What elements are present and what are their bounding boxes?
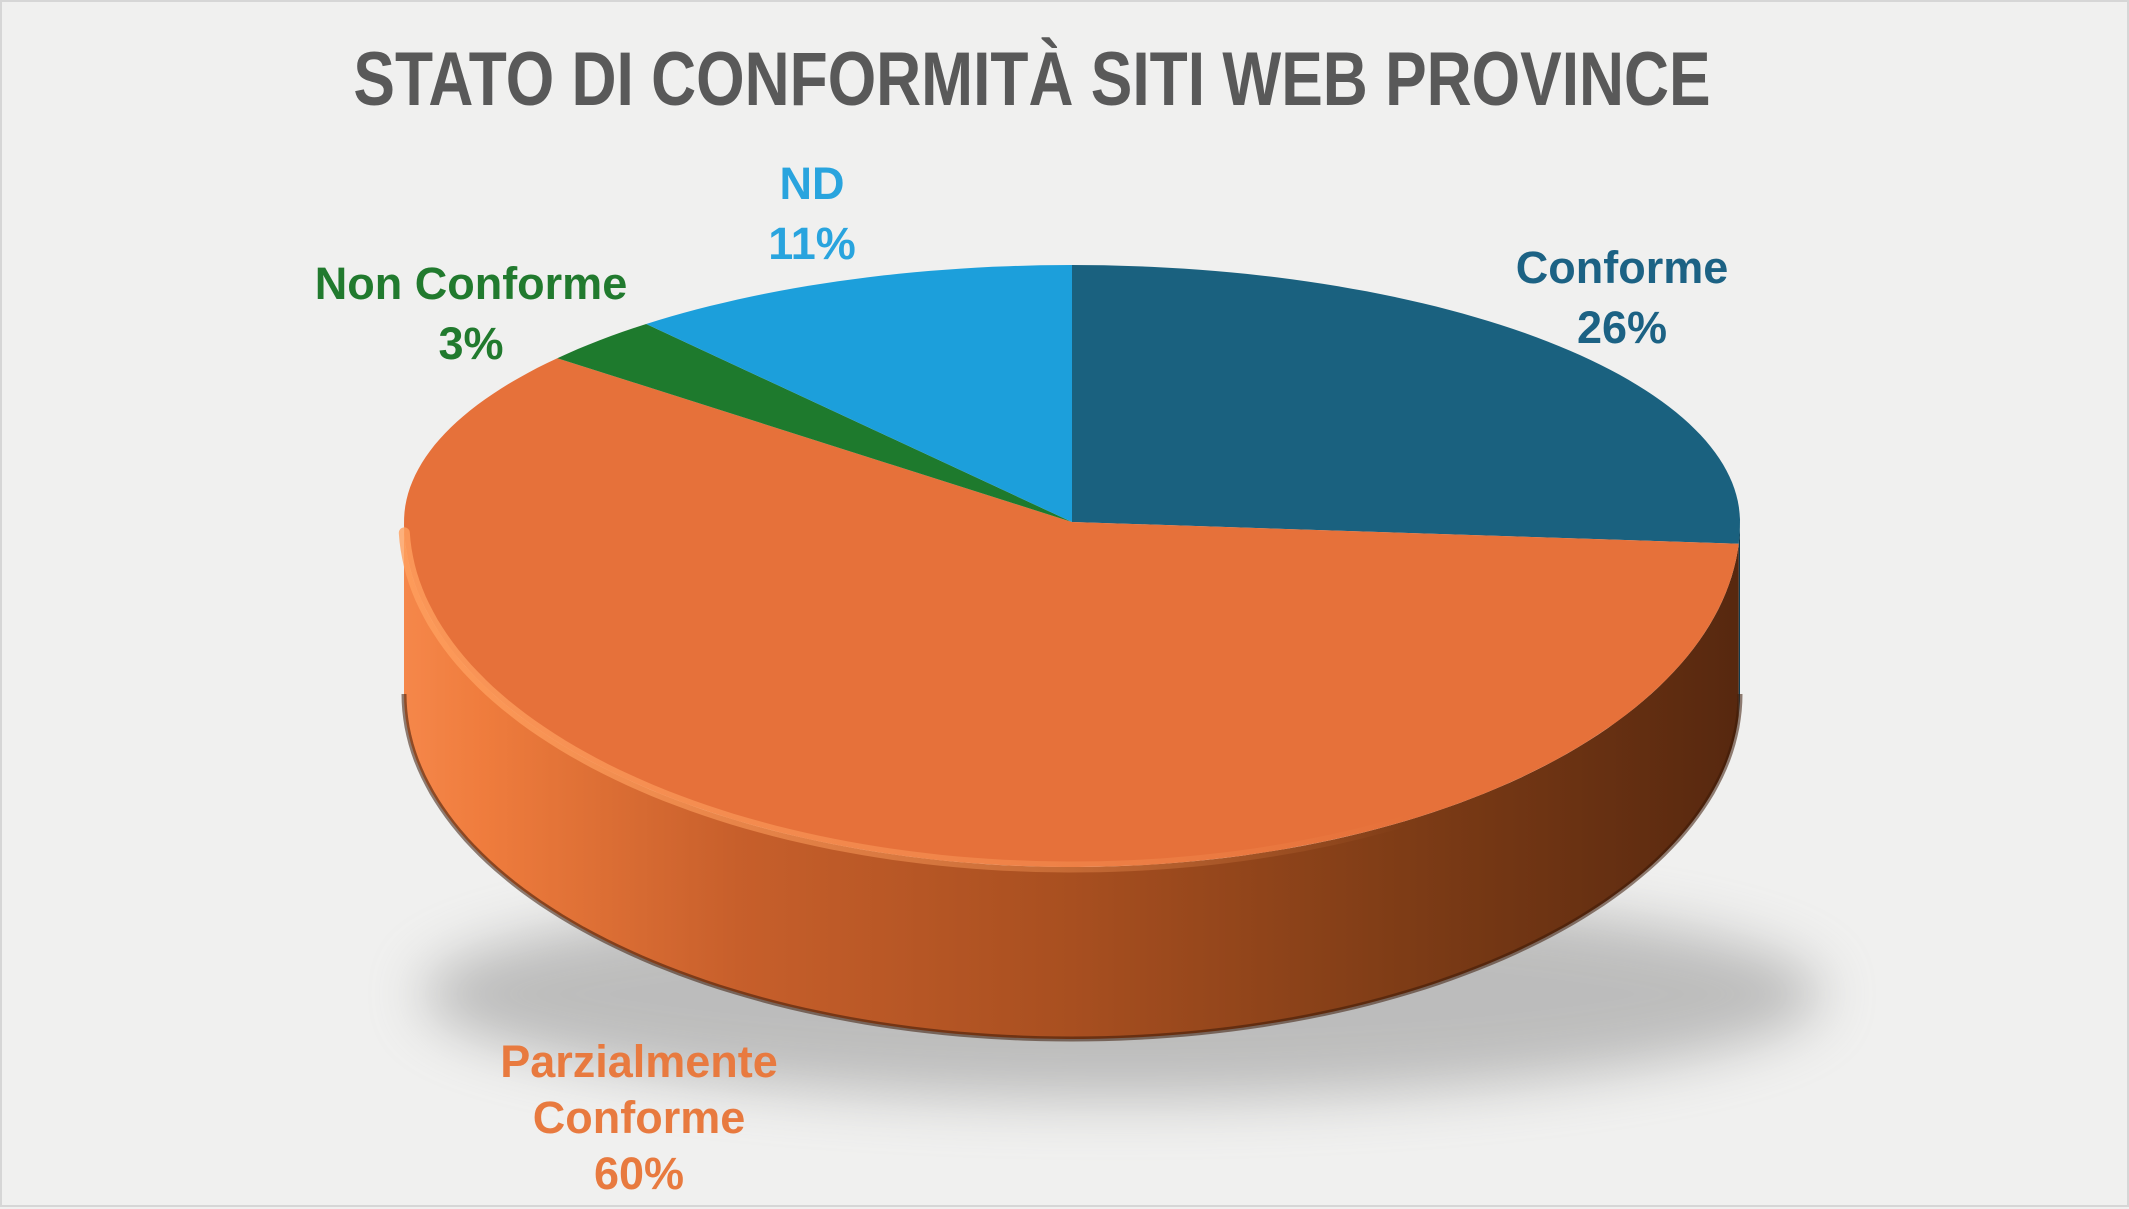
label-conforme-value: 26% — [1576, 302, 1668, 353]
label-conforme-name: Conforme — [1515, 242, 1729, 293]
label-parzialmente-conforme-name: Parzialmente Conforme — [500, 1036, 778, 1143]
rim-highlight — [398, 527, 1593, 873]
label-non-conforme-name: Non Conforme — [314, 258, 628, 309]
slice-non-conforme — [557, 324, 1072, 522]
pie-rim-conforme — [1738, 522, 1740, 716]
rim-bottom-edge — [401, 693, 1743, 1042]
slice-parzialmente-conforme — [404, 358, 1739, 867]
label-parzialmente-conforme: Parzialmente Conforme 60% — [409, 1034, 869, 1202]
label-conforme: Conforme 26% — [1422, 238, 1822, 358]
chart-title: STATO DI CONFORMITÀ SITI WEB PROVINCE — [353, 37, 1711, 122]
slice-conforme — [1072, 265, 1740, 544]
pie-rim-parzialmente-conforme — [404, 522, 1739, 1039]
label-nd: ND 11% — [662, 154, 962, 274]
label-parzialmente-conforme-value: 60% — [593, 1148, 685, 1199]
label-nd-value: 11% — [768, 218, 856, 269]
label-non-conforme-value: 3% — [438, 318, 504, 369]
label-non-conforme: Non Conforme 3% — [241, 254, 701, 374]
label-nd-name: ND — [779, 158, 845, 209]
slice-nd — [646, 265, 1072, 522]
